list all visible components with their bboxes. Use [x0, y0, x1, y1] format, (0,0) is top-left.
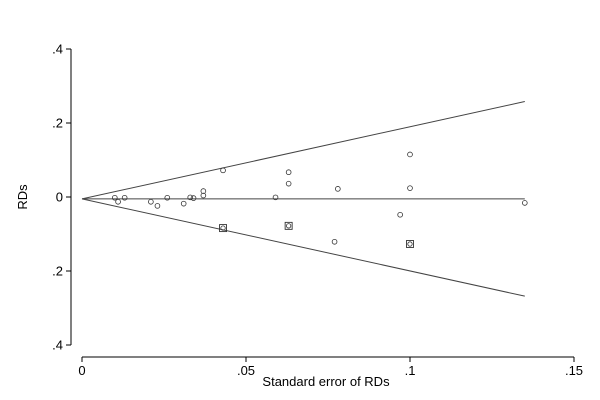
data-point: [272, 194, 279, 201]
y-tick-label: .4: [52, 42, 63, 57]
square-marker: [406, 240, 414, 248]
ci-line: [81, 101, 525, 200]
data-point: [397, 211, 403, 218]
square-marker: [219, 224, 227, 233]
y-tick-label: 0: [56, 190, 63, 205]
x-tick-label: .15: [565, 363, 583, 378]
data-point: [285, 180, 292, 187]
x-tick-label: .05: [237, 363, 255, 378]
data-point: [112, 194, 118, 201]
data-point: [115, 199, 121, 205]
data-point: [286, 223, 292, 229]
data-point: [200, 188, 207, 194]
y-tick-label: .2: [52, 116, 63, 131]
data-point: [331, 238, 338, 245]
x-tick-label: 0: [78, 363, 85, 378]
y-tick-label: .2: [52, 264, 63, 279]
data-point: [164, 194, 171, 201]
data-point: [180, 200, 187, 207]
y-axis-title: RDs: [15, 184, 30, 210]
data-point: [285, 169, 292, 176]
data-point: [154, 203, 161, 209]
x-tick-label: .1: [405, 363, 416, 378]
ci-line: [81, 198, 525, 297]
data-point: [187, 194, 194, 201]
data-point: [407, 241, 413, 247]
data-point: [190, 195, 197, 201]
axes: .4 .2 0 .2 .4 0 .05 .1 .15: [52, 42, 583, 379]
data-point: [220, 167, 226, 174]
data-point: [121, 194, 128, 201]
pseudo-confidence-limits: [81, 101, 525, 297]
data-point: [521, 200, 528, 206]
y-tick-label: .4: [52, 338, 63, 353]
data-point: [407, 185, 413, 191]
square-marker: [284, 221, 293, 230]
data-point: [335, 186, 341, 192]
data-point: [220, 225, 226, 231]
x-axis-title: Standard error of RDs: [262, 374, 390, 389]
data-point: [407, 151, 413, 158]
study-points: [112, 151, 528, 248]
data-point: [148, 199, 154, 205]
